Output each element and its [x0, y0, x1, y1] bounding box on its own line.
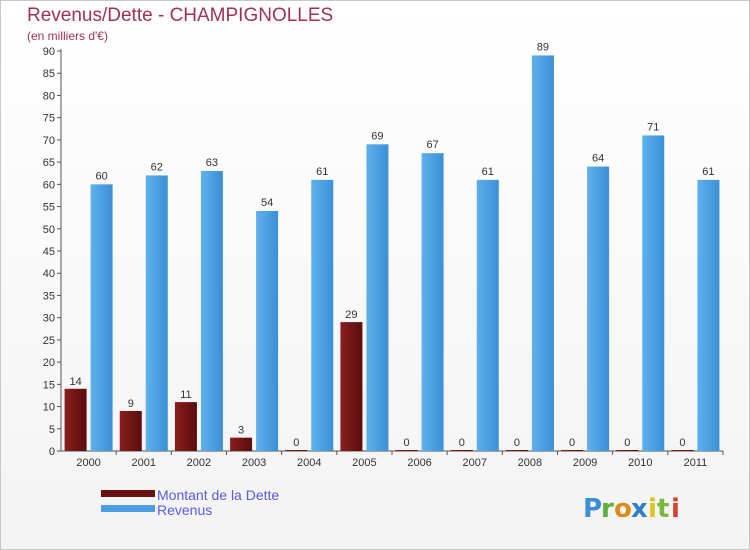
value-label-dette: 3: [238, 425, 244, 437]
bar-dette: [505, 450, 528, 451]
value-labels: 14 60 9 62 11 63 3 54 0 61 29 69 0 67 0 61 0 89 0 64 0 71 0 61: [69, 41, 714, 449]
value-label-revenus: 61: [482, 166, 494, 178]
bar-revenus: [587, 166, 610, 452]
value-label-revenus: 62: [151, 161, 163, 173]
x-tick-label: 2007: [463, 457, 487, 469]
x-tick-label: 2009: [573, 457, 597, 469]
x-tick-label: 2011: [684, 457, 708, 469]
y-tick-label: 30: [43, 313, 55, 325]
legend-label-dette: Montant de la Dette: [157, 487, 279, 503]
value-label-dette: 9: [128, 398, 134, 410]
y-tick-label: 10: [43, 402, 55, 414]
legend-swatch-dette: [101, 490, 155, 497]
x-tick-label: 2003: [242, 457, 266, 469]
x-tick-label: 2004: [297, 457, 321, 469]
bar-revenus: [642, 135, 665, 451]
bar-dette: [119, 411, 142, 451]
x-tick-label: 2008: [518, 457, 542, 469]
x-tick-label: 2010: [628, 457, 652, 469]
svg-text:r: r: [601, 494, 614, 524]
value-label-revenus: 54: [261, 197, 273, 209]
y-tick-label: 90: [43, 46, 55, 58]
bar-dette: [450, 450, 473, 451]
bar-revenus: [531, 55, 554, 451]
svg-text:i: i: [671, 494, 680, 524]
x-tick-label: 2006: [407, 457, 431, 469]
value-label-dette: 0: [514, 437, 520, 449]
svg-text:t: t: [657, 494, 669, 524]
value-label-dette: 11: [180, 389, 191, 401]
x-tick-label: 2002: [187, 457, 211, 469]
value-label-revenus: 64: [592, 153, 604, 165]
y-tick-label: 85: [43, 68, 55, 80]
bar-revenus: [200, 171, 223, 451]
bar-revenus: [697, 179, 720, 451]
value-label-revenus: 69: [371, 130, 383, 142]
bar-revenus: [366, 144, 389, 452]
bar-revenus: [256, 211, 279, 451]
value-label-revenus: 63: [206, 157, 218, 169]
bar-dette: [285, 450, 308, 451]
bar-dette: [64, 388, 87, 451]
bar-revenus: [421, 153, 444, 451]
bar-dette: [616, 450, 639, 451]
y-tick-label: 65: [43, 157, 55, 169]
bars: [64, 55, 720, 452]
chart-subtitle: (en milliers d'€): [27, 29, 108, 43]
value-label-revenus: 71: [647, 121, 659, 133]
y-tick-label: 15: [43, 379, 55, 391]
value-label-revenus: 61: [702, 166, 714, 178]
bar-dette: [174, 402, 197, 451]
y-tick-label: 60: [43, 179, 55, 191]
x-tick-label: 2000: [76, 457, 100, 469]
value-label-dette: 0: [624, 437, 630, 449]
y-tick-label: 40: [43, 268, 55, 280]
y-tick-label: 75: [43, 113, 55, 125]
y-tick-label: 70: [43, 135, 55, 147]
bar-revenus: [145, 175, 168, 451]
chart-title: Revenus/Dette - CHAMPIGNOLLES: [27, 5, 334, 26]
value-label-dette: 29: [345, 309, 357, 321]
y-tick-label: 35: [43, 290, 55, 302]
bar-dette: [340, 322, 363, 451]
legend-label-revenus: Revenus: [157, 502, 212, 518]
x-tick-label: 2005: [352, 457, 376, 469]
y-tick-label: 20: [43, 357, 55, 369]
value-label-dette: 0: [569, 437, 575, 449]
value-label-revenus: 89: [537, 41, 549, 53]
proxiti-logo: P r o x i t i: [583, 494, 680, 524]
legend: Montant de la Dette Revenus: [101, 487, 279, 518]
axes: 0510152025303540455055606570758085902000…: [43, 46, 724, 469]
y-tick-label: 25: [43, 335, 55, 347]
y-tick-label: 80: [43, 90, 55, 102]
y-tick-label: 0: [49, 446, 55, 458]
value-label-revenus: 61: [316, 166, 328, 178]
value-label-dette: 14: [69, 376, 81, 388]
value-label-dette: 0: [404, 437, 410, 449]
y-tick-label: 55: [43, 202, 55, 214]
legend-swatch-revenus: [101, 505, 155, 512]
y-tick-label: 45: [43, 246, 55, 258]
svg-text:P: P: [583, 494, 602, 524]
svg-text:i: i: [648, 494, 657, 524]
bar-dette: [671, 450, 694, 451]
bar-revenus: [311, 179, 334, 451]
x-tick-label: 2001: [132, 457, 156, 469]
y-tick-label: 5: [49, 424, 55, 436]
value-label-revenus: 60: [95, 170, 107, 182]
svg-text:o: o: [614, 494, 632, 524]
svg-text:x: x: [631, 494, 648, 524]
bar-dette: [395, 450, 418, 451]
bar-revenus: [476, 179, 499, 451]
value-label-dette: 0: [293, 437, 299, 449]
bar-dette: [230, 437, 253, 451]
bar-revenus: [90, 184, 113, 452]
value-label-dette: 0: [679, 437, 685, 449]
value-label-revenus: 67: [426, 139, 438, 151]
bar-dette: [561, 450, 584, 451]
value-label-dette: 0: [459, 437, 465, 449]
y-tick-label: 50: [43, 224, 55, 236]
